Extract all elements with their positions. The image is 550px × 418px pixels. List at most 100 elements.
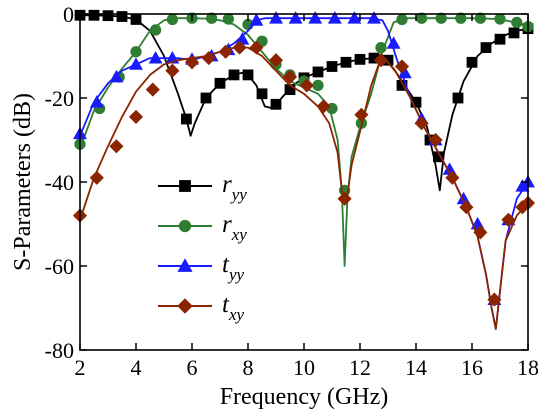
data-point-tyy (129, 57, 143, 70)
legend-item-ryy: ryy (158, 171, 247, 204)
data-point-ryy (494, 33, 506, 45)
legend-label-main: r (222, 171, 232, 198)
y-tick-label: -80 (45, 338, 74, 363)
y-tick-label: -20 (45, 86, 74, 111)
series-txy (72, 40, 536, 330)
data-point-ryy (242, 69, 254, 81)
data-point-txy (232, 40, 247, 55)
legend-marker (177, 258, 193, 272)
data-point-txy (394, 59, 410, 74)
data-point-txy (473, 225, 488, 240)
data-point-rxy (455, 12, 467, 24)
data-point-txy (299, 78, 314, 93)
series-line-rxy (79, 17, 529, 267)
data-point-tyy (386, 36, 401, 49)
legend-label: ryy (222, 171, 247, 204)
data-point-txy (354, 107, 369, 122)
data-point-tyy (89, 95, 104, 108)
data-point-txy (445, 170, 460, 185)
legend-label-sub: xy (228, 305, 245, 324)
data-point-tyy (269, 11, 283, 24)
data-point-ryy (326, 61, 338, 72)
data-point-tyy (308, 11, 323, 24)
data-point-ryy (396, 80, 408, 91)
data-point-ryy (312, 66, 324, 78)
x-tick-label: 18 (517, 355, 539, 380)
legend-label-main: t (222, 291, 230, 318)
data-point-rxy (435, 12, 447, 24)
legend-marker (179, 180, 191, 192)
data-point-txy (109, 139, 124, 154)
data-point-ryy (340, 56, 352, 68)
y-tick-label: -40 (45, 170, 74, 195)
x-tick-label: 6 (187, 355, 198, 380)
data-point-txy (128, 109, 144, 124)
data-point-txy (414, 116, 429, 131)
data-point-rxy (205, 12, 218, 24)
data-point-txy (218, 44, 233, 59)
data-point-ryy (102, 10, 114, 22)
y-tick-label: -60 (45, 254, 74, 279)
legend-marker (177, 298, 193, 314)
data-point-ryy (180, 113, 192, 125)
data-point-rxy (130, 46, 142, 58)
data-point-rxy (511, 16, 523, 29)
x-tick-label: 2 (75, 355, 86, 380)
y-tick-label: 0 (63, 2, 74, 27)
legend-label-sub: yy (227, 265, 245, 284)
x-tick-label: 16 (461, 355, 483, 380)
data-point-txy (268, 53, 284, 68)
data-point-txy (184, 55, 200, 70)
data-point-tyy (148, 51, 163, 64)
tick-layer: 2 4 6 8 10 12 14 16 18 0 -20 -40 -60 -80 (45, 2, 539, 380)
data-point-ryy (270, 98, 282, 110)
data-point-ryy (452, 92, 464, 104)
data-point-ryy (228, 69, 240, 81)
legend-item-rxy: rxy (158, 211, 247, 244)
data-point-rxy (166, 13, 179, 26)
data-point-ryy (466, 56, 478, 68)
legend-label-main: t (222, 251, 230, 278)
x-tick-label: 14 (405, 355, 427, 380)
x-tick-label: 8 (243, 355, 254, 380)
data-point-txy (165, 63, 180, 78)
data-point-txy (145, 82, 160, 97)
data-point-txy (459, 200, 474, 215)
data-point-ryy (410, 96, 422, 108)
legend-item-tyy: tyy (158, 251, 244, 284)
data-point-ryy (354, 53, 366, 65)
series-layer (72, 9, 536, 330)
data-point-tyy (327, 11, 342, 24)
legend-label: tyy (222, 251, 244, 284)
data-point-ryy (480, 42, 492, 53)
data-point-txy (373, 53, 389, 68)
data-point-txy (316, 99, 331, 114)
data-point-tyy (288, 11, 303, 24)
data-point-ryy (116, 11, 128, 22)
legend-label-main: r (222, 211, 232, 238)
y-axis-title: S-Parameters (dB) (10, 93, 36, 271)
data-point-txy (337, 191, 352, 206)
data-point-ryy (88, 9, 100, 21)
legend-marker (178, 219, 192, 233)
legend-label: txy (222, 291, 244, 324)
data-point-ryy (256, 88, 268, 100)
data-point-rxy (222, 13, 235, 25)
data-point-txy (487, 292, 502, 307)
data-point-ryy (214, 77, 226, 89)
data-point-rxy (312, 79, 324, 92)
x-axis-title: Frequency (GHz) (220, 384, 389, 410)
data-point-tyy (109, 69, 124, 83)
data-point-txy (89, 170, 104, 185)
x-tick-label: 10 (293, 355, 315, 380)
data-point-txy (249, 40, 264, 55)
data-point-tyy (249, 13, 264, 26)
data-point-txy (201, 51, 216, 66)
data-point-rxy (149, 24, 162, 36)
legend-label-sub: yy (230, 185, 248, 204)
data-point-tyy (347, 11, 362, 24)
legend-label: rxy (222, 211, 247, 244)
data-point-rxy (474, 12, 487, 24)
legend-label-sub: xy (231, 225, 248, 244)
